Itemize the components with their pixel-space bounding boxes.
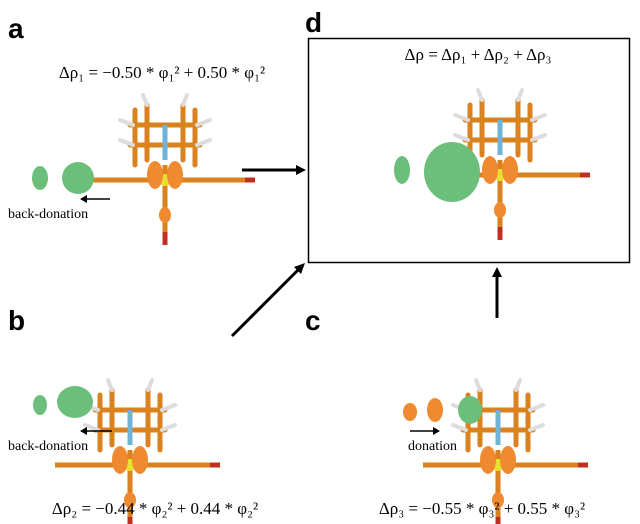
annotation: back-donation — [8, 207, 88, 222]
annotation: back-donation — [8, 439, 88, 454]
figure: a b c d Δρ₁ = −0.50 * φ₁² + 0.50 * φ₁² Δ… — [0, 0, 640, 524]
molecule — [90, 95, 255, 245]
density-lobes — [32, 162, 94, 194]
panel-label: a — [8, 13, 24, 44]
panel-label: b — [8, 305, 25, 336]
equation: Δρ₃ = −0.55 * φ₃² + 0.55 * φ₃² — [379, 499, 585, 518]
density-lobes — [403, 396, 482, 424]
panel-label: d — [305, 7, 322, 38]
annotation-arrows — [85, 199, 435, 431]
density-lobes — [394, 142, 480, 202]
density-lobes — [33, 386, 93, 418]
annotation: donation — [408, 439, 457, 454]
equation: Δρ = Δρ₁ + Δρ₂ + Δρ₃ — [405, 45, 552, 64]
panel-label: c — [305, 305, 321, 336]
equation: Δρ₁ = −0.50 * φ₁² + 0.50 * φ₁² — [59, 63, 265, 82]
annotation-arrowheads — [80, 195, 440, 435]
equation: Δρ₂ = −0.44 * φ₂² + 0.44 * φ₂² — [52, 499, 258, 518]
